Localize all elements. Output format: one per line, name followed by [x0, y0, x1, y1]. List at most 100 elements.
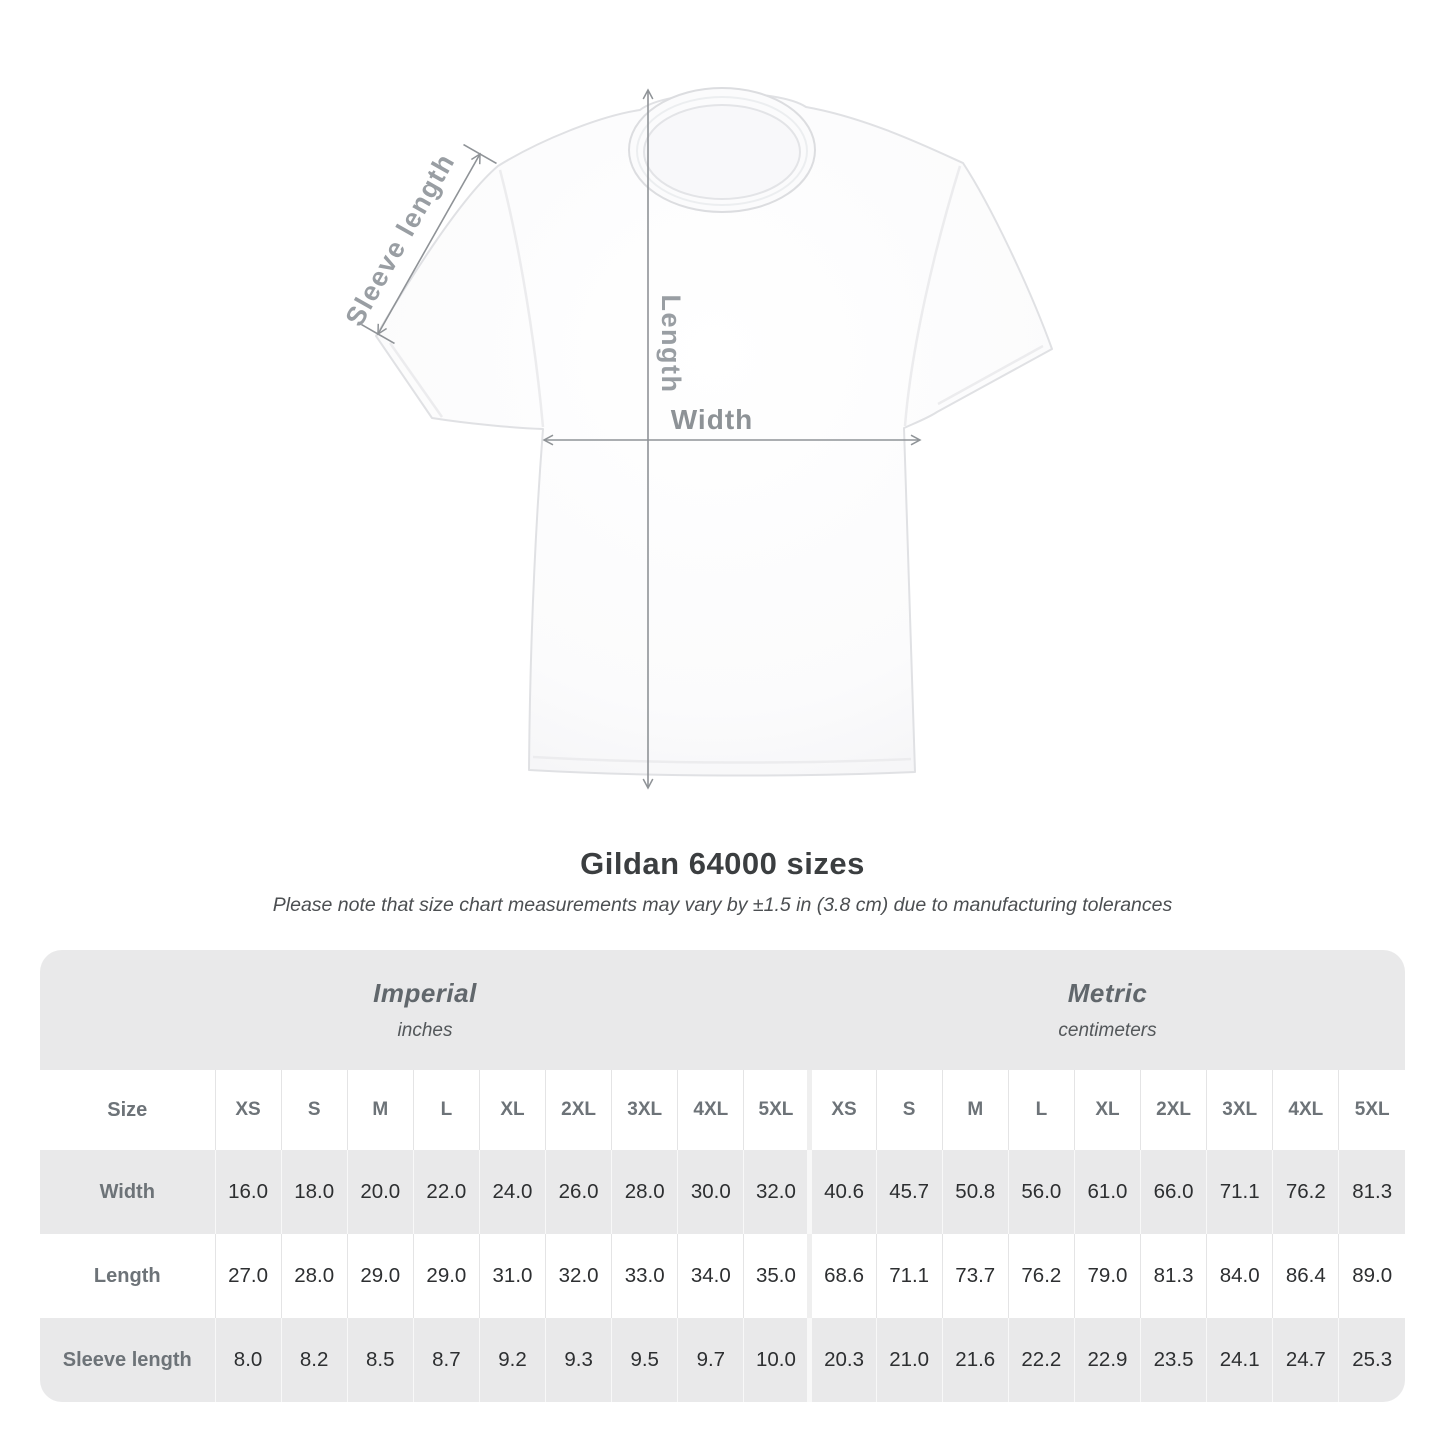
- cell: 10.0: [743, 1318, 810, 1402]
- sleeve-dimension-line: [377, 152, 481, 336]
- cell: 29.0: [412, 1234, 480, 1318]
- table-row-sleeve-length: Sleeve length 8.0 8.2 8.5 8.7 9.2 9.3 9.…: [40, 1318, 1405, 1402]
- cell: 28.0: [280, 1234, 348, 1318]
- cell: 66.0: [1140, 1150, 1207, 1234]
- size-header: S: [875, 1070, 943, 1150]
- size-header: M: [346, 1070, 414, 1150]
- table-row-width: Width 16.0 18.0 20.0 22.0 24.0 26.0 28.0…: [40, 1150, 1405, 1234]
- left-cuff-fold: [388, 342, 444, 418]
- size-header: XS: [214, 1070, 282, 1150]
- hem-stitch: [532, 755, 912, 764]
- cell: 32.0: [743, 1150, 810, 1234]
- table-row-length: Length 27.0 28.0 29.0 29.0 31.0 32.0 33.…: [40, 1234, 1405, 1318]
- size-header: L: [1007, 1070, 1075, 1150]
- cell: 50.8: [941, 1150, 1009, 1234]
- size-header: XS: [807, 1070, 877, 1150]
- cell: 71.1: [875, 1234, 943, 1318]
- size-header: XL: [478, 1070, 546, 1150]
- cell: 35.0: [743, 1234, 810, 1318]
- size-header: S: [280, 1070, 348, 1150]
- right-cuff-fold: [937, 344, 1044, 406]
- tshirt-measurement-diagram: Sleeve length Length Width: [339, 87, 1053, 790]
- cell: 16.0: [214, 1150, 282, 1234]
- size-table: Imperial inches Metric centimeters Size …: [40, 950, 1405, 1402]
- cell: 8.0: [214, 1318, 282, 1402]
- size-header: 5XL: [743, 1070, 810, 1150]
- cell: 68.6: [807, 1234, 877, 1318]
- size-column-header: Size: [40, 1070, 215, 1150]
- cell: 20.0: [346, 1150, 414, 1234]
- length-label: Length: [656, 295, 686, 394]
- size-header: 2XL: [1140, 1070, 1207, 1150]
- cell: 32.0: [545, 1234, 612, 1318]
- cell: 29.0: [346, 1234, 414, 1318]
- cell: 8.5: [346, 1318, 414, 1402]
- tshirt-graphic: [375, 87, 1053, 777]
- cell: 71.1: [1206, 1150, 1273, 1234]
- width-label: Width: [671, 404, 754, 435]
- cell: 8.2: [280, 1318, 348, 1402]
- size-header: 4XL: [1272, 1070, 1339, 1150]
- dimension-annotations: [361, 88, 922, 790]
- cell: 31.0: [478, 1234, 546, 1318]
- cell: 24.0: [478, 1150, 546, 1234]
- page-title: Gildan 64000 sizes: [580, 846, 865, 881]
- cell: 33.0: [611, 1234, 678, 1318]
- metric-title: Metric: [1067, 978, 1148, 1008]
- size-header: 4XL: [677, 1070, 744, 1150]
- metric-unit: centimeters: [1058, 1020, 1157, 1041]
- cell: 81.3: [1338, 1150, 1405, 1234]
- cell: 86.4: [1272, 1234, 1339, 1318]
- cell: 56.0: [1007, 1150, 1075, 1234]
- cell: 30.0: [677, 1150, 744, 1234]
- size-header: XL: [1073, 1070, 1141, 1150]
- right-armhole-seam: [903, 165, 962, 427]
- cell: 27.0: [214, 1234, 282, 1318]
- tolerance-note: Please note that size chart measurements…: [272, 894, 1173, 916]
- size-header: 3XL: [611, 1070, 678, 1150]
- size-header: 3XL: [1206, 1070, 1273, 1150]
- cell: 26.0: [545, 1150, 612, 1234]
- cell: 23.5: [1140, 1318, 1207, 1402]
- sleeve-end-tick-top: [463, 143, 497, 165]
- cell: 45.7: [875, 1150, 943, 1234]
- cell: 79.0: [1073, 1234, 1141, 1318]
- cell: 9.5: [611, 1318, 678, 1402]
- row-label: Sleeve length: [40, 1318, 215, 1402]
- cell: 9.7: [677, 1318, 744, 1402]
- cell: 73.7: [941, 1234, 1009, 1318]
- cell: 18.0: [280, 1150, 348, 1234]
- cell: 25.3: [1338, 1318, 1405, 1402]
- size-header: 2XL: [545, 1070, 612, 1150]
- cell: 8.7: [412, 1318, 480, 1402]
- cell: 89.0: [1338, 1234, 1405, 1318]
- cell: 22.9: [1073, 1318, 1141, 1402]
- size-header: L: [412, 1070, 480, 1150]
- row-label: Width: [40, 1150, 215, 1234]
- size-header: M: [941, 1070, 1009, 1150]
- cell: 61.0: [1073, 1150, 1141, 1234]
- size-header-row: Size XS S M L XL 2XL 3XL 4XL 5XL XS S M …: [40, 1070, 1405, 1150]
- collar-inner: [643, 104, 801, 200]
- sleeve-end-tick-bottom: [361, 323, 395, 345]
- size-header: 5XL: [1338, 1070, 1405, 1150]
- cell: 40.6: [807, 1150, 877, 1234]
- cell: 81.3: [1140, 1234, 1207, 1318]
- cell: 84.0: [1206, 1234, 1273, 1318]
- cell: 22.0: [412, 1150, 480, 1234]
- cell: 76.2: [1007, 1234, 1075, 1318]
- cell: 28.0: [611, 1150, 678, 1234]
- imperial-band: Imperial inches: [40, 950, 810, 1070]
- metric-band: Metric centimeters: [809, 950, 1405, 1070]
- unit-band-row: Imperial inches Metric centimeters: [40, 950, 1405, 1070]
- cell: 9.3: [545, 1318, 612, 1402]
- cell: 9.2: [478, 1318, 546, 1402]
- collar-rib: [636, 96, 808, 206]
- cell: 20.3: [807, 1318, 877, 1402]
- left-armhole-seam: [498, 169, 545, 428]
- size-table-grid: Imperial inches Metric centimeters Size …: [40, 950, 1405, 1402]
- cell: 21.0: [875, 1318, 943, 1402]
- cell: 21.6: [941, 1318, 1009, 1402]
- row-label: Length: [40, 1234, 215, 1318]
- cell: 24.1: [1206, 1318, 1273, 1402]
